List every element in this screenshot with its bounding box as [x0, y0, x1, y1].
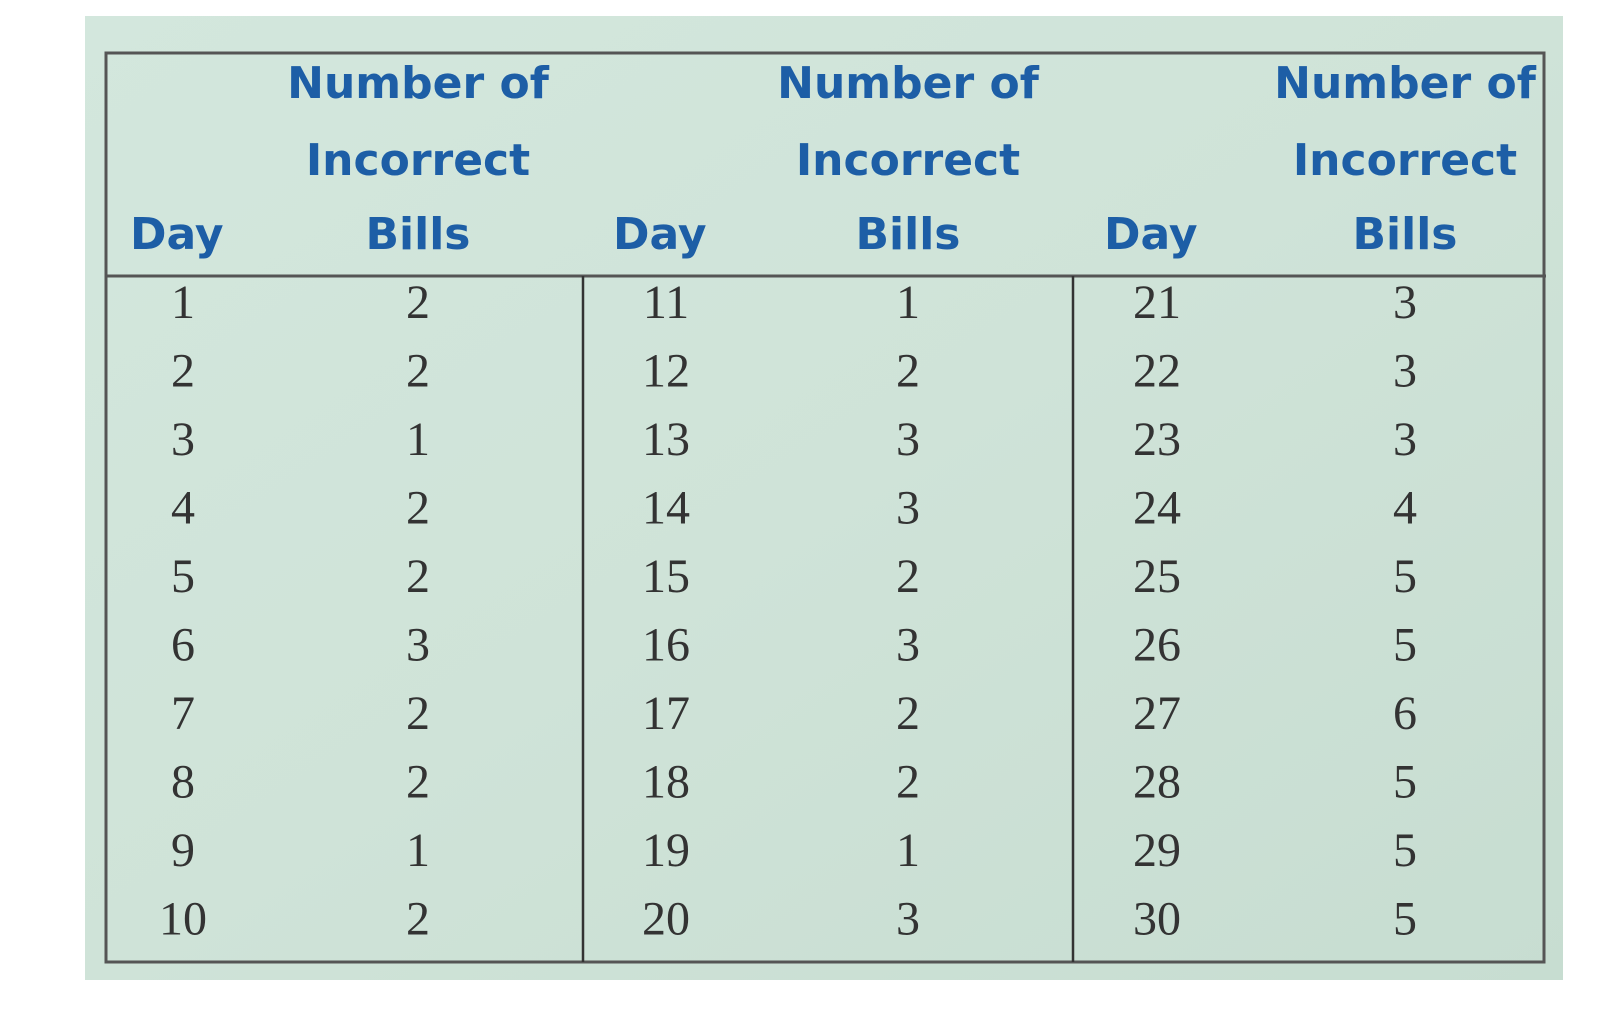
table-cell: 3	[896, 619, 920, 672]
table-cell: 25	[1133, 550, 1181, 603]
header-cell: Day	[130, 209, 224, 260]
table-cell: 15	[642, 550, 690, 603]
table-cell: 3	[406, 619, 430, 672]
header-cell: Number of	[287, 58, 550, 109]
table-cell: 29	[1133, 824, 1181, 877]
table-cell: 2	[896, 345, 920, 398]
table-cell: 24	[1133, 482, 1181, 535]
table-cell: 7	[171, 687, 195, 740]
table-cell: 2	[406, 687, 430, 740]
table-cell: 2	[406, 482, 430, 535]
table-cell: 13	[642, 413, 690, 466]
table-cell: 1	[171, 276, 195, 329]
table-cell: 5	[1393, 756, 1417, 809]
table-cell: 2	[406, 345, 430, 398]
table-cell: 30	[1133, 893, 1181, 946]
table-cell: 20	[642, 893, 690, 946]
table-cell: 21	[1133, 276, 1181, 329]
table-border	[104, 51, 1546, 964]
panel	[85, 16, 1563, 980]
table-cell: 11	[643, 276, 689, 329]
header-cell: Bills	[1353, 209, 1458, 260]
table-cell: 8	[171, 756, 195, 809]
table-cell: 2	[896, 756, 920, 809]
table-cell: 3	[896, 482, 920, 535]
table-cell: 2	[406, 893, 430, 946]
table-cell: 12	[642, 345, 690, 398]
table-cell: 2	[896, 550, 920, 603]
header-cell: Incorrect	[796, 135, 1020, 186]
table-cell: 1	[406, 413, 430, 466]
table-cell: 1	[896, 824, 920, 877]
table-cell: 6	[1393, 687, 1417, 740]
table-cell: 2	[406, 276, 430, 329]
table-cell: 5	[1393, 550, 1417, 603]
table-cell: 28	[1133, 756, 1181, 809]
table-cell: 6	[171, 619, 195, 672]
table-cell: 5	[1393, 619, 1417, 672]
table-cell: 18	[642, 756, 690, 809]
table-cell: 23	[1133, 413, 1181, 466]
table-cell: 26	[1133, 619, 1181, 672]
header-cell: Day	[613, 209, 707, 260]
table-cell: 3	[171, 413, 195, 466]
table-cell: 1	[896, 276, 920, 329]
table-cell: 3	[1393, 413, 1417, 466]
table-cell: 5	[1393, 824, 1417, 877]
table-cell: 5	[1393, 893, 1417, 946]
table-cell: 2	[171, 345, 195, 398]
header-cell: Incorrect	[306, 135, 530, 186]
table-cell: 2	[406, 756, 430, 809]
table-cell: 14	[642, 482, 690, 535]
table-cell: 4	[1393, 482, 1417, 535]
header-cell: Bills	[856, 209, 961, 260]
table-cell: 3	[896, 413, 920, 466]
table-cell: 3	[1393, 345, 1417, 398]
table-cell: 22	[1133, 345, 1181, 398]
header-cell: Number of	[1274, 58, 1537, 109]
table-cell: 3	[896, 893, 920, 946]
table-cell: 5	[171, 550, 195, 603]
table-cell: 1	[406, 824, 430, 877]
table-cell: 17	[642, 687, 690, 740]
header-cell: Day	[1104, 209, 1198, 260]
table-cell: 9	[171, 824, 195, 877]
table-cell: 27	[1133, 687, 1181, 740]
table-cell: 16	[642, 619, 690, 672]
header-cell: Bills	[366, 209, 471, 260]
table-cell: 2	[406, 550, 430, 603]
header-cell: Incorrect	[1293, 135, 1517, 186]
table-cell: 3	[1393, 276, 1417, 329]
table-cell: 4	[171, 482, 195, 535]
table-cell: 19	[642, 824, 690, 877]
table-cell: 10	[159, 893, 207, 946]
table-cell: 2	[896, 687, 920, 740]
header-cell: Number of	[777, 58, 1040, 109]
